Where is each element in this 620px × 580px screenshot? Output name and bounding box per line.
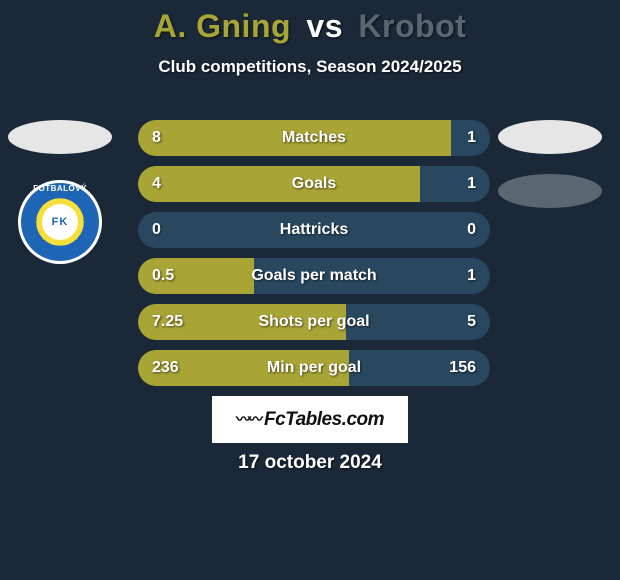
stat-bar: 8 1 Matches (138, 120, 490, 156)
stat-value-left: 8 (152, 129, 161, 147)
stat-bar: 4 1 Goals (138, 166, 490, 202)
stat-label: Goals per match (251, 267, 376, 285)
stats-bars: 8 1 Matches 4 1 Goals 0 0 Hattricks 0.5 1 Goals per… (138, 120, 490, 386)
badge-ring-text: FOTBALOVÝ (18, 184, 102, 193)
stat-value-right: 1 (467, 175, 476, 193)
subtitle: Club competitions, Season 2024/2025 (0, 57, 620, 77)
site-name: FcTables.com (264, 409, 384, 430)
player1-club-badge: FOTBALOVÝ FK (18, 180, 102, 264)
stat-label: Shots per goal (258, 313, 369, 331)
player1-name: A. Gning (154, 8, 291, 44)
stat-bar: 0.5 1 Goals per match (138, 258, 490, 294)
stat-bar: 236 156 Min per goal (138, 350, 490, 386)
stat-value-left: 0.5 (152, 267, 174, 285)
badge-inner-text: FK (42, 204, 78, 240)
page-title: A. Gning vs Krobot (0, 0, 620, 45)
stat-label: Goals (292, 175, 336, 193)
stat-value-right: 1 (467, 129, 476, 147)
stat-label: Hattricks (280, 221, 348, 239)
logo-wave-icon: 〰〰 (236, 408, 260, 429)
site-logo: 〰〰FcTables.com (212, 396, 408, 443)
stat-value-left: 7.25 (152, 313, 183, 331)
vs-text: vs (306, 8, 343, 44)
stat-value-right: 5 (467, 313, 476, 331)
player2-photo (498, 120, 602, 154)
stat-value-left: 4 (152, 175, 161, 193)
date-text: 17 october 2024 (238, 452, 382, 474)
player2-name: Krobot (358, 8, 466, 44)
stat-value-left: 0 (152, 221, 161, 239)
stat-value-right: 1 (467, 267, 476, 285)
stat-label: Matches (282, 129, 346, 147)
stat-bar-left-segment (138, 166, 420, 202)
stat-bar-right-segment (420, 166, 490, 202)
stat-value-right: 0 (467, 221, 476, 239)
stat-value-left: 236 (152, 359, 179, 377)
stat-bar: 0 0 Hattricks (138, 212, 490, 248)
left-column: FOTBALOVÝ FK (8, 120, 112, 264)
right-column (494, 120, 606, 208)
stat-bar: 7.25 5 Shots per goal (138, 304, 490, 340)
stat-label: Min per goal (267, 359, 361, 377)
player2-club-badge (498, 174, 602, 208)
player1-photo (8, 120, 112, 154)
stat-value-right: 156 (449, 359, 476, 377)
